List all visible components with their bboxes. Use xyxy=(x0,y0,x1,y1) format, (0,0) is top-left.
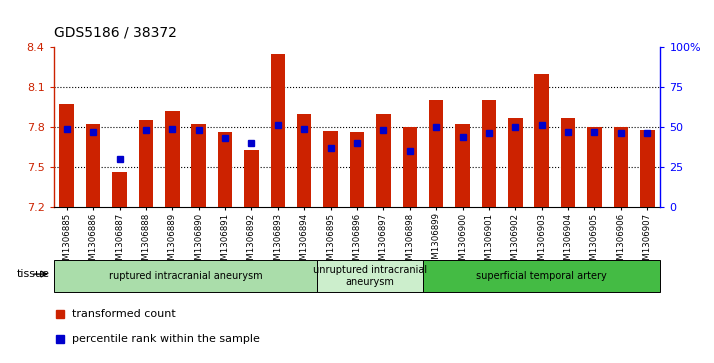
Bar xyxy=(535,74,549,207)
Bar xyxy=(191,125,206,207)
Bar xyxy=(423,260,660,292)
Bar xyxy=(350,132,364,207)
Text: ruptured intracranial aneurysm: ruptured intracranial aneurysm xyxy=(109,271,262,281)
Bar xyxy=(429,101,443,207)
Bar xyxy=(508,118,523,207)
Bar xyxy=(560,118,575,207)
Bar xyxy=(244,150,258,207)
Text: GDS5186 / 38372: GDS5186 / 38372 xyxy=(54,25,176,40)
Bar xyxy=(112,172,127,207)
Bar xyxy=(218,132,232,207)
Bar xyxy=(482,101,496,207)
Bar xyxy=(587,127,602,207)
Text: unruptured intracranial
aneurysm: unruptured intracranial aneurysm xyxy=(313,265,427,287)
Bar xyxy=(403,127,417,207)
Bar xyxy=(323,131,338,207)
Text: percentile rank within the sample: percentile rank within the sample xyxy=(71,334,260,344)
Bar xyxy=(613,127,628,207)
Bar xyxy=(59,105,74,207)
Bar xyxy=(54,260,318,292)
Bar xyxy=(297,114,311,207)
Bar xyxy=(165,111,179,207)
Bar xyxy=(86,125,101,207)
Text: transformed count: transformed count xyxy=(71,309,176,319)
Text: superficial temporal artery: superficial temporal artery xyxy=(476,271,607,281)
Bar xyxy=(640,130,655,207)
Bar xyxy=(318,260,423,292)
Bar xyxy=(376,114,391,207)
Bar xyxy=(271,54,285,207)
Text: tissue: tissue xyxy=(17,269,50,279)
Bar xyxy=(139,121,154,207)
Bar xyxy=(456,125,470,207)
